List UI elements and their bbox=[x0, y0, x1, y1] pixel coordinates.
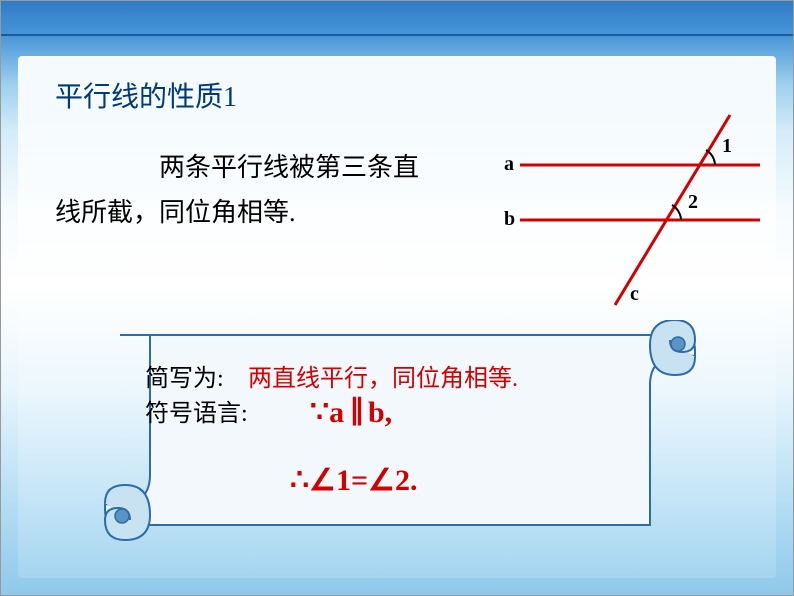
parallel-symbol: ∥ bbox=[350, 396, 362, 429]
label-c: c bbox=[630, 283, 639, 305]
geometry-diagram: a b c 1 2 bbox=[490, 110, 770, 310]
scroll-paper bbox=[70, 320, 730, 560]
transversal-c bbox=[615, 115, 730, 305]
slide: 平行线的性质1 两条平行线被第三条直线所截，同位角相等. a b c 1 2 简… bbox=[0, 0, 794, 596]
sym-a: a bbox=[329, 396, 344, 429]
sym-b: b, bbox=[368, 396, 392, 429]
label-b: b bbox=[504, 208, 515, 230]
sym-angles: ∠1=∠2. bbox=[309, 464, 417, 497]
short-form-text: 两直线平行，同位角相等. bbox=[248, 358, 518, 393]
therefore-symbol: ∴ bbox=[290, 464, 309, 497]
diagram-svg: a b c 1 2 bbox=[490, 110, 770, 310]
label-a: a bbox=[504, 153, 514, 175]
scroll-roll-left-inner bbox=[115, 509, 129, 523]
label-1: 1 bbox=[722, 135, 732, 157]
decor-line bbox=[0, 34, 794, 36]
slide-title: 平行线的性质1 bbox=[55, 75, 237, 115]
scroll-roll-right-inner bbox=[671, 337, 685, 351]
scroll-svg bbox=[70, 320, 730, 560]
short-form-label: 简写为: bbox=[145, 358, 224, 393]
label-2: 2 bbox=[688, 191, 698, 213]
symbol-line-1: ∵a∥b, bbox=[310, 395, 392, 430]
symbol-line-2: ∴∠1=∠2. bbox=[290, 463, 417, 498]
theorem-content: 两条平行线被第三条直线所截，同位角相等. bbox=[55, 153, 419, 227]
theorem-text: 两条平行线被第三条直线所截，同位角相等. bbox=[55, 145, 435, 235]
symbol-language-label: 符号语言: bbox=[145, 393, 248, 428]
because-symbol: ∵ bbox=[310, 396, 329, 429]
